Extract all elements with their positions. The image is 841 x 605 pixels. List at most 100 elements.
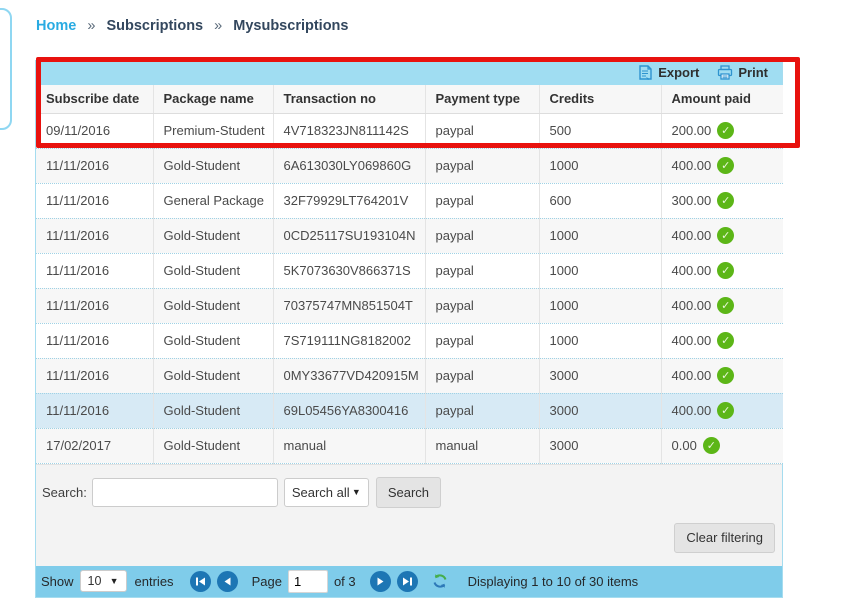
refresh-icon[interactable]: [432, 573, 448, 589]
amount-paid-value: 400.00: [671, 228, 712, 244]
cell-package-name: Gold-Student: [152, 358, 273, 394]
printer-icon: [717, 65, 733, 80]
amount-paid-value: 400.00: [671, 333, 712, 349]
cell-payment-type: paypal: [424, 113, 539, 149]
cell-package-name: Gold-Student: [152, 148, 273, 184]
search-button[interactable]: Search: [375, 476, 442, 508]
search-scope-select[interactable]: Search all ▼: [283, 477, 369, 507]
amount-paid-value: 400.00: [671, 298, 712, 314]
cell-amount-paid: 400.00 ✓: [660, 323, 783, 359]
next-page-button[interactable]: [369, 570, 391, 592]
cell-subscribe-date: 17/02/2017: [36, 428, 153, 464]
search-area: Search: Search all ▼ Search Clear filter…: [36, 463, 782, 566]
cell-credits: 3000: [538, 358, 661, 394]
table-row[interactable]: 11/11/2016 Gold-Student 5K7073630V866371S p…: [36, 253, 783, 289]
cell-subscribe-date: 11/11/2016: [36, 218, 153, 254]
clear-filtering-button[interactable]: Clear filtering: [674, 522, 775, 553]
table-row[interactable]: 11/11/2016 Gold-Student 70375747MN851504T p…: [36, 288, 783, 324]
cell-transaction-no: 70375747MN851504T: [272, 288, 425, 324]
cell-transaction-no: 4V718323JN811142S: [272, 113, 425, 149]
table-row[interactable]: 09/11/2016 Premium-Student 4V718323JN81114…: [36, 113, 783, 149]
last-page-button[interactable]: [396, 570, 418, 592]
cell-transaction-no: 32F79929LT764201V: [272, 183, 425, 219]
paid-check-icon: ✓: [702, 437, 720, 455]
entries-per-page-select[interactable]: 10 ▼: [79, 570, 127, 592]
cell-payment-type: paypal: [424, 218, 539, 254]
cell-subscribe-date: 11/11/2016: [36, 288, 153, 324]
search-row: Search: Search all ▼ Search: [42, 476, 442, 508]
cell-subscribe-date: 09/11/2016: [36, 113, 153, 149]
cell-subscribe-date: 11/11/2016: [36, 323, 153, 359]
cell-transaction-no: 69L05456YA8300416: [272, 393, 425, 429]
subscriptions-panel: Export Print: [35, 60, 783, 598]
cell-payment-type: paypal: [424, 253, 539, 289]
cell-transaction-no: 0MY33677VD420915M: [272, 358, 425, 394]
previous-page-button[interactable]: [216, 570, 238, 592]
page-label: Page: [251, 573, 282, 589]
entries-per-page-value: 10: [87, 574, 102, 588]
export-button[interactable]: Export: [638, 64, 700, 81]
table-row[interactable]: 11/11/2016 Gold-Student 0MY33677VD420915M p…: [36, 358, 783, 394]
table-row[interactable]: 11/11/2016 Gold-Student 0CD25117SU193104N p…: [36, 218, 783, 254]
subscriptions-table: Subscribe date Package name Transaction …: [36, 85, 783, 464]
column-header-amount-paid[interactable]: Amount paid: [660, 85, 783, 114]
cell-package-name: Gold-Student: [152, 218, 273, 254]
show-label: Show: [41, 573, 74, 589]
breadcrumb-subscriptions[interactable]: Subscriptions: [106, 18, 204, 34]
table-row[interactable]: 17/02/2017 Gold-Student manual manual 3000 0.…: [36, 428, 783, 464]
export-button-label: Export: [658, 65, 700, 80]
cell-credits: 1000: [538, 323, 661, 359]
cell-credits: 1000: [538, 288, 661, 324]
column-header-subscribe-date[interactable]: Subscribe date: [36, 85, 153, 114]
paid-check-icon: ✓: [717, 297, 735, 315]
table-row[interactable]: 11/11/2016 Gold-Student 7S719111NG8182002 p…: [36, 323, 783, 359]
entries-label: entries: [134, 573, 174, 589]
cell-payment-type: paypal: [424, 288, 539, 324]
table-row[interactable]: 11/11/2016 Gold-Student 69L05456YA8300416 p…: [36, 393, 783, 429]
first-page-button[interactable]: [189, 570, 211, 592]
table-row[interactable]: 11/11/2016 Gold-Student 6A613030LY069860G p…: [36, 148, 783, 184]
print-button[interactable]: Print: [717, 65, 768, 80]
cell-transaction-no: 6A613030LY069860G: [272, 148, 425, 184]
page-number-input[interactable]: [287, 569, 328, 593]
previous-icon: [224, 577, 231, 585]
amount-paid-value: 400.00: [671, 368, 712, 384]
cell-payment-type: paypal: [424, 183, 539, 219]
paid-check-icon: ✓: [717, 227, 735, 245]
breadcrumb-home[interactable]: Home: [36, 18, 77, 34]
column-header-package-name[interactable]: Package name: [152, 85, 273, 114]
cell-amount-paid: 400.00 ✓: [660, 393, 783, 429]
cell-credits: 3000: [538, 393, 661, 429]
display-status: Displaying 1 to 10 of 30 items: [467, 573, 639, 589]
chevron-down-icon: ▼: [351, 487, 361, 497]
cell-transaction-no: 5K7073630V866371S: [272, 253, 425, 289]
amount-paid-value: 400.00: [671, 158, 712, 174]
search-input[interactable]: [91, 477, 278, 507]
table-row[interactable]: 11/11/2016 General Package 32F79929LT76420…: [36, 183, 783, 219]
cell-credits: 500: [538, 113, 661, 149]
column-header-credits[interactable]: Credits: [538, 85, 661, 114]
breadcrumb: Home » Subscriptions » Mysubscriptions: [36, 18, 348, 34]
paid-check-icon: ✓: [717, 157, 735, 175]
amount-paid-value: 200.00: [671, 123, 712, 139]
column-header-payment-type[interactable]: Payment type: [424, 85, 539, 114]
breadcrumb-separator: »: [87, 18, 96, 34]
cell-amount-paid: 0.00 ✓: [660, 428, 783, 464]
amount-paid-value: 400.00: [671, 403, 712, 419]
paid-check-icon: ✓: [717, 332, 735, 350]
cell-amount-paid: 400.00 ✓: [660, 148, 783, 184]
table-body: 09/11/2016 Premium-Student 4V718323JN81114…: [36, 113, 783, 464]
cell-subscribe-date: 11/11/2016: [36, 148, 153, 184]
cell-credits: 600: [538, 183, 661, 219]
next-icon: [377, 577, 384, 585]
page-count-label: of 3: [333, 573, 356, 589]
breadcrumb-separator: »: [214, 18, 223, 34]
cell-credits: 1000: [538, 253, 661, 289]
amount-paid-value: 400.00: [671, 263, 712, 279]
chevron-down-icon: ▼: [109, 576, 119, 586]
column-header-transaction-no[interactable]: Transaction no: [272, 85, 425, 114]
table-toolbar: Export Print: [36, 60, 782, 85]
cell-amount-paid: 200.00 ✓: [660, 113, 783, 149]
cell-credits: 3000: [538, 428, 661, 464]
cell-payment-type: paypal: [424, 358, 539, 394]
